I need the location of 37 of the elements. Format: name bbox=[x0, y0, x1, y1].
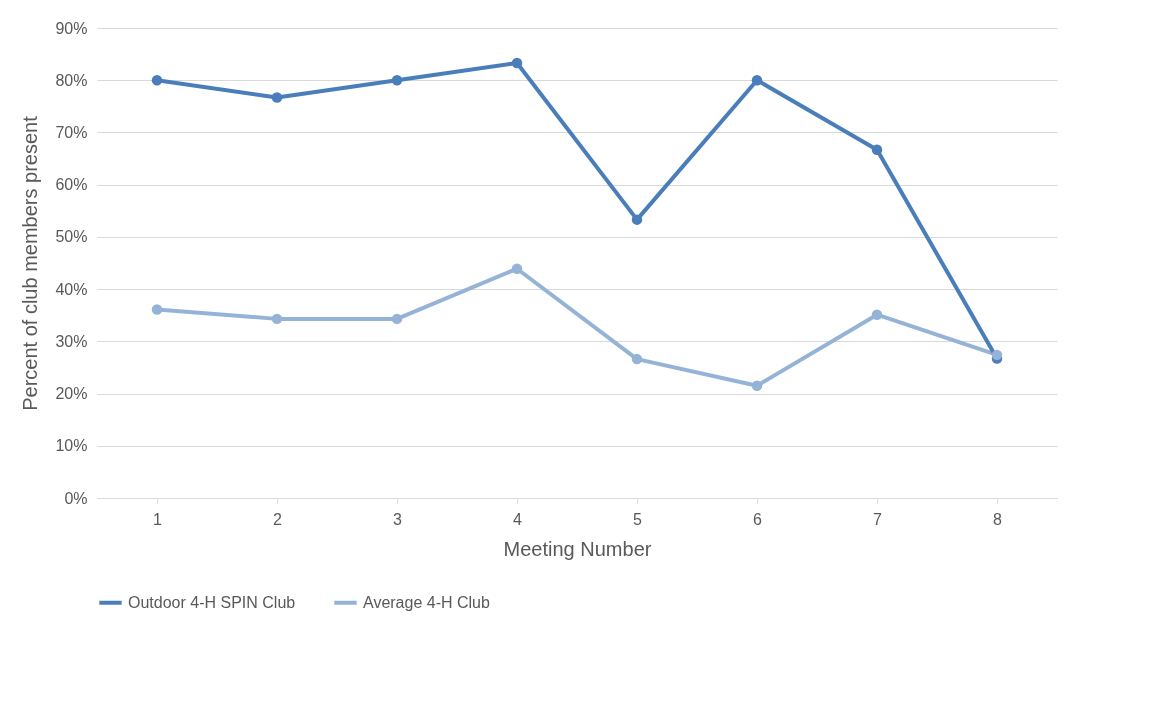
x-axis-title: Meeting Number bbox=[503, 537, 652, 560]
y-tick-label: 10% bbox=[55, 437, 88, 455]
y-tick-label: 50% bbox=[55, 228, 88, 246]
x-tick-label: 8 bbox=[993, 510, 1003, 528]
y-tick-label: 20% bbox=[55, 385, 88, 403]
point bbox=[151, 304, 163, 315]
point bbox=[631, 214, 643, 225]
legend-label: Average 4-H Club bbox=[363, 593, 490, 611]
x-tick-label: 1 bbox=[153, 510, 163, 528]
point bbox=[511, 263, 523, 274]
y-tick-label: 80% bbox=[55, 71, 88, 89]
y-tick-label: 60% bbox=[55, 176, 88, 194]
y-axis-title: Percent of club members present bbox=[19, 115, 42, 411]
y-tick-label: 70% bbox=[55, 123, 88, 141]
y-tick-label: 30% bbox=[55, 332, 88, 350]
x-tick-label: 5 bbox=[633, 510, 643, 528]
y-tick-label: 40% bbox=[55, 280, 88, 298]
point bbox=[511, 57, 523, 69]
x-tick-label: 4 bbox=[513, 510, 523, 528]
point bbox=[991, 349, 1003, 361]
point bbox=[751, 380, 763, 391]
point bbox=[871, 309, 883, 320]
y-tick-label: 0% bbox=[64, 489, 88, 507]
legend-label: Outdoor 4-H SPIN Club bbox=[128, 593, 296, 611]
x-tick-label: 6 bbox=[753, 510, 763, 528]
point bbox=[271, 313, 283, 325]
x-tick-label: 2 bbox=[273, 510, 283, 528]
point bbox=[151, 74, 163, 86]
point bbox=[871, 144, 883, 155]
point bbox=[631, 353, 643, 365]
x-tick-label: 3 bbox=[393, 510, 403, 528]
y-tick-label: 90% bbox=[55, 19, 88, 37]
x-tick-label: 7 bbox=[873, 510, 883, 528]
point bbox=[391, 313, 403, 325]
point bbox=[271, 92, 283, 103]
point bbox=[391, 74, 403, 86]
point bbox=[751, 74, 763, 86]
